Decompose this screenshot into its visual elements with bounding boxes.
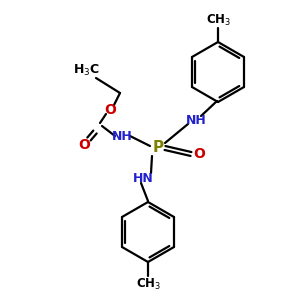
Text: CH$_3$: CH$_3$ (136, 277, 162, 292)
Text: NH: NH (186, 113, 206, 127)
Text: O: O (193, 147, 205, 161)
Text: CH$_3$: CH$_3$ (206, 12, 232, 28)
Text: O: O (78, 138, 90, 152)
Text: H$_3$C: H$_3$C (73, 62, 99, 77)
Text: P: P (152, 140, 164, 155)
Text: O: O (104, 103, 116, 117)
Text: HN: HN (133, 172, 153, 184)
Text: NH: NH (112, 130, 132, 143)
